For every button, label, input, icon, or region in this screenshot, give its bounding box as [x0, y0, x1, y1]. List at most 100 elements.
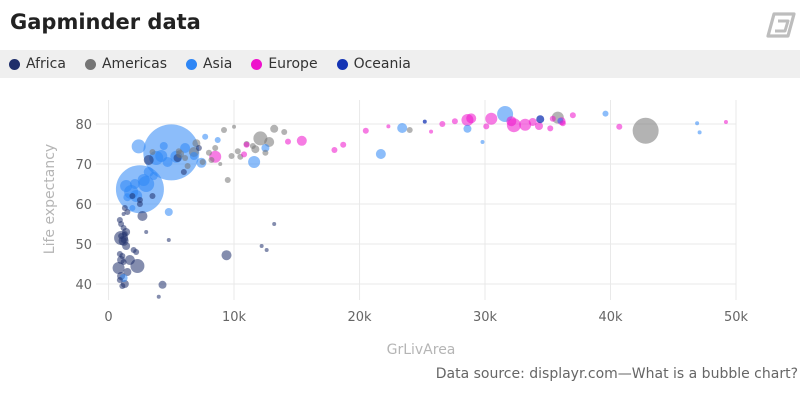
bubble-asia[interactable] [129, 179, 140, 189]
bubble-americas[interactable] [208, 157, 215, 163]
bubble-africa[interactable] [121, 231, 128, 237]
bubble-africa[interactable] [123, 268, 132, 276]
bubble-asia[interactable] [697, 130, 702, 135]
bubble-africa[interactable] [158, 280, 167, 289]
bubble-africa[interactable] [121, 212, 126, 216]
bubble-africa[interactable] [122, 242, 131, 250]
legend-item-americas[interactable]: Americas [84, 56, 167, 72]
bubble-americas[interactable] [149, 149, 156, 155]
bubble-americas[interactable] [221, 127, 227, 133]
bubble-europe[interactable] [616, 123, 623, 130]
bubble-europe[interactable] [485, 112, 498, 125]
bubble-africa[interactable] [124, 255, 135, 265]
bubble-africa[interactable] [112, 262, 125, 274]
bubble-africa[interactable] [133, 249, 140, 255]
bubble-europe[interactable] [451, 118, 458, 125]
bubble-africa[interactable] [120, 237, 127, 243]
bubble-europe[interactable] [243, 141, 250, 148]
bubble-asia[interactable] [162, 157, 173, 167]
bubble-americas[interactable] [262, 149, 269, 156]
bubble-europe[interactable] [439, 121, 446, 127]
bubble-asia[interactable] [695, 121, 700, 126]
bubble-americas[interactable] [234, 148, 241, 155]
bubble-americas[interactable] [182, 155, 189, 161]
bubble-africa[interactable] [143, 155, 154, 165]
bubble-asia[interactable] [180, 143, 191, 153]
bubble-europe[interactable] [528, 118, 537, 126]
bubble-asia[interactable] [159, 142, 168, 150]
bubble-americas[interactable] [212, 145, 219, 151]
bubble-asia[interactable] [189, 152, 198, 160]
bubble-asia[interactable] [261, 144, 270, 152]
bubble-europe[interactable] [559, 120, 566, 127]
bubble-africa[interactable] [137, 211, 148, 221]
bubble-europe[interactable] [241, 151, 248, 158]
bubble-asia[interactable] [480, 140, 485, 144]
bubble-africa[interactable] [156, 294, 161, 299]
bubble-africa[interactable] [121, 205, 128, 211]
bubble-europe[interactable] [723, 120, 728, 124]
bubble-asia[interactable] [123, 193, 132, 202]
bubble-africa[interactable] [149, 193, 156, 199]
bubble-asia[interactable] [137, 174, 150, 186]
bubble-africa[interactable] [120, 259, 127, 265]
bubble-asia[interactable] [131, 139, 146, 154]
bubble-americas[interactable] [232, 124, 237, 129]
bubble-europe[interactable] [429, 129, 434, 134]
bubble-africa[interactable] [116, 277, 123, 283]
bubble-americas[interactable] [228, 153, 235, 159]
legend-item-asia[interactable]: Asia [185, 56, 232, 72]
bubble-africa[interactable] [119, 253, 126, 259]
bubble-europe[interactable] [549, 115, 556, 122]
bubble-asia[interactable] [375, 149, 386, 159]
bubble-asia[interactable] [129, 205, 136, 211]
bubble-asia[interactable] [214, 137, 221, 143]
bubble-africa[interactable] [180, 169, 187, 175]
bubble-africa[interactable] [144, 230, 149, 234]
bubble-americas[interactable] [249, 143, 256, 149]
bubble-europe[interactable] [547, 125, 554, 132]
bubble-africa[interactable] [259, 244, 264, 248]
legend-item-europe[interactable]: Europe [251, 56, 318, 72]
displayr-logo-icon[interactable] [766, 12, 796, 38]
bubble-africa[interactable] [221, 250, 232, 261]
bubble-asia[interactable] [120, 180, 133, 192]
bubble-asia[interactable] [248, 156, 261, 168]
bubble-africa[interactable] [136, 197, 143, 203]
bubble-europe[interactable] [386, 124, 391, 129]
bubble-asia[interactable] [397, 123, 408, 133]
bubble-africa[interactable] [129, 193, 136, 199]
bubble-europe[interactable] [331, 147, 338, 153]
bubble-europe[interactable] [285, 138, 291, 145]
bubble-americas[interactable] [281, 129, 288, 135]
bubble-europe[interactable] [483, 123, 490, 130]
bubble-asia[interactable] [149, 172, 158, 180]
bubble-americas[interactable] [218, 162, 223, 166]
bubble-americas[interactable] [175, 148, 182, 155]
bubble-americas[interactable] [270, 124, 279, 133]
bubble-asia[interactable] [602, 110, 609, 117]
bubble-europe[interactable] [569, 112, 576, 119]
bubble-africa[interactable] [195, 145, 202, 151]
bubble-europe[interactable] [340, 141, 347, 148]
bubble-asia[interactable] [164, 208, 173, 216]
bubble-africa[interactable] [264, 248, 269, 252]
bubble-americas[interactable] [632, 117, 659, 144]
legend-item-oceania[interactable]: Oceania [336, 56, 411, 72]
bubble-americas[interactable] [199, 159, 206, 165]
bubble-europe[interactable] [466, 113, 477, 124]
bubble-africa[interactable] [166, 238, 171, 242]
bubble-oceania[interactable] [536, 115, 545, 124]
bubble-americas[interactable] [184, 163, 191, 169]
bubble-asia[interactable] [202, 133, 209, 140]
bubble-americas[interactable] [406, 127, 413, 133]
bubble-africa[interactable] [272, 222, 277, 226]
legend-item-africa[interactable]: Africa [9, 56, 66, 72]
bubble-oceania[interactable] [422, 119, 427, 124]
bubble-asia[interactable] [463, 124, 472, 133]
bubble-europe[interactable] [506, 116, 517, 127]
bubble-europe[interactable] [296, 135, 307, 146]
bubble-europe[interactable] [534, 122, 543, 130]
bubble-americas[interactable] [224, 177, 231, 183]
bubble-europe[interactable] [362, 127, 369, 134]
